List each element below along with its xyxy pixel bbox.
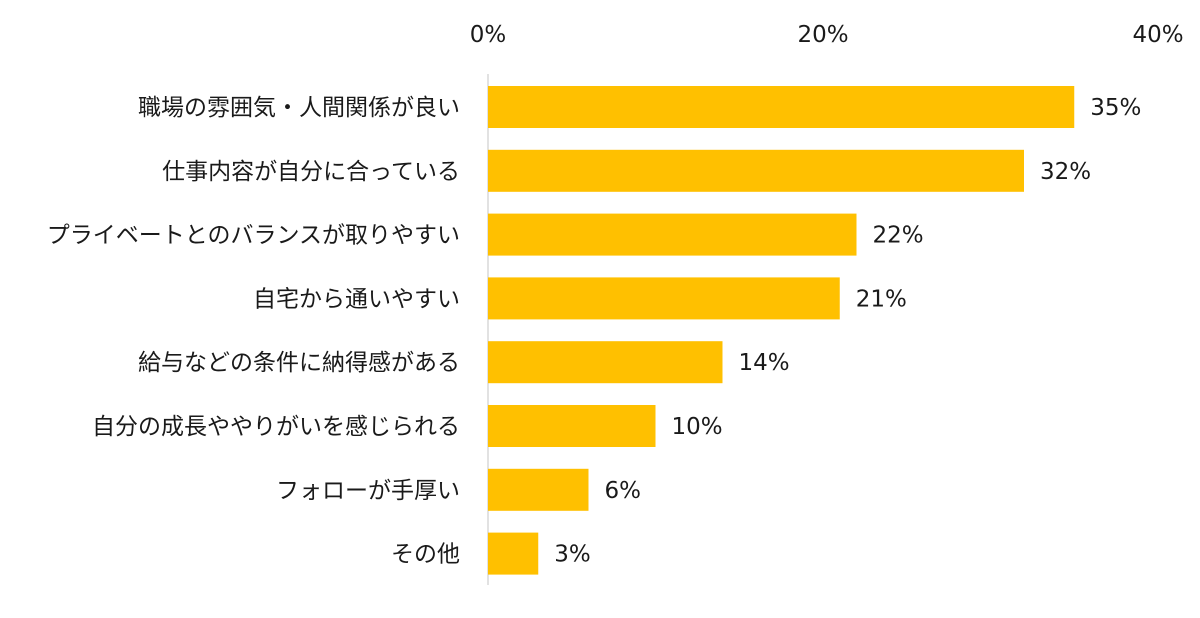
x-tick-label: 0% — [470, 22, 507, 48]
value-labels: 35% 32% 22% 21% 14% 10% 6% 3% — [554, 95, 1141, 568]
category-label: 給与などの条件に納得感がある — [138, 350, 460, 376]
data-label: 21% — [856, 286, 907, 312]
data-label: 6% — [605, 478, 642, 504]
bar — [488, 277, 840, 320]
category-label: プライベートとのバランスが取りやすい — [47, 223, 460, 249]
data-label: 3% — [554, 542, 591, 568]
category-label: 職場の雰囲気・人間関係が良い — [138, 95, 460, 121]
data-label: 22% — [873, 223, 924, 249]
bar — [488, 405, 656, 447]
x-tick-label: 20% — [797, 22, 848, 48]
data-label: 14% — [739, 350, 790, 376]
category-label: 仕事内容が自分に合っている — [162, 159, 460, 185]
data-label: 35% — [1090, 95, 1141, 121]
category-labels: 職場の雰囲気・人間関係が良い仕事内容が自分に合っているプライベートとのバランスが… — [47, 95, 460, 568]
bar — [488, 532, 539, 575]
category-label: その他 — [391, 542, 460, 568]
category-label: 自宅から通いやすい — [253, 286, 460, 312]
category-label: 自分の成長ややりがいを感じられる — [92, 414, 460, 440]
x-tick-label: 40% — [1132, 22, 1183, 48]
data-label: 10% — [672, 414, 723, 440]
bar — [488, 149, 1024, 192]
bar — [488, 341, 723, 384]
bars — [488, 86, 1075, 575]
x-axis-ticks: 0% 20% 40% — [470, 22, 1184, 48]
category-label: フォローが手厚い — [276, 478, 460, 504]
bar — [488, 213, 857, 256]
bar — [488, 86, 1075, 128]
data-label: 32% — [1040, 159, 1091, 185]
bar — [488, 468, 589, 511]
